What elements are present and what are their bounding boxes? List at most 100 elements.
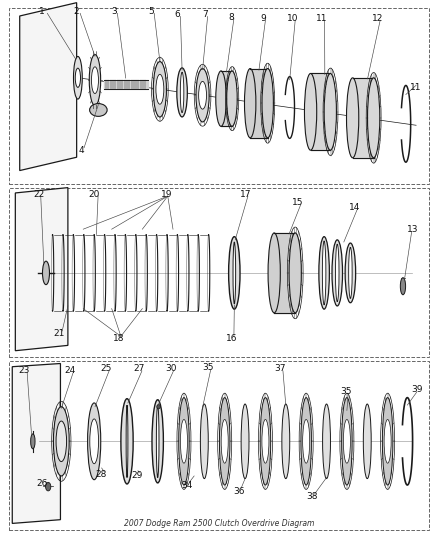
Text: 39: 39 xyxy=(412,385,423,393)
Ellipse shape xyxy=(304,74,317,150)
Ellipse shape xyxy=(153,61,166,117)
Ellipse shape xyxy=(199,82,207,109)
Text: 35: 35 xyxy=(202,364,214,372)
Ellipse shape xyxy=(319,237,329,309)
Ellipse shape xyxy=(227,71,237,126)
Ellipse shape xyxy=(89,54,101,106)
Ellipse shape xyxy=(156,405,159,478)
Ellipse shape xyxy=(90,103,107,116)
Ellipse shape xyxy=(121,399,133,484)
Ellipse shape xyxy=(177,68,187,117)
Ellipse shape xyxy=(364,404,371,479)
Text: 15: 15 xyxy=(292,198,304,207)
Ellipse shape xyxy=(42,261,49,285)
Ellipse shape xyxy=(400,278,406,295)
Ellipse shape xyxy=(180,419,187,463)
Ellipse shape xyxy=(88,403,101,480)
Ellipse shape xyxy=(349,247,352,298)
Ellipse shape xyxy=(200,404,208,479)
Ellipse shape xyxy=(324,74,336,150)
Text: 26: 26 xyxy=(36,479,47,488)
Bar xyxy=(9,8,429,184)
Ellipse shape xyxy=(53,407,69,476)
Text: 24: 24 xyxy=(64,366,76,375)
Ellipse shape xyxy=(46,482,51,491)
Ellipse shape xyxy=(268,233,280,313)
Ellipse shape xyxy=(303,419,310,463)
Text: 19: 19 xyxy=(161,190,172,198)
Text: 11: 11 xyxy=(410,84,422,92)
Ellipse shape xyxy=(262,69,273,138)
Text: 14: 14 xyxy=(349,204,360,212)
Text: 20: 20 xyxy=(88,190,100,198)
Text: 5: 5 xyxy=(148,7,154,16)
Ellipse shape xyxy=(156,74,164,104)
Ellipse shape xyxy=(382,398,393,485)
Text: 10: 10 xyxy=(287,14,298,23)
Polygon shape xyxy=(12,364,60,523)
Text: 6: 6 xyxy=(174,11,180,19)
Ellipse shape xyxy=(179,398,189,485)
Ellipse shape xyxy=(384,419,391,463)
Ellipse shape xyxy=(219,398,230,485)
Text: 28: 28 xyxy=(95,470,106,479)
Ellipse shape xyxy=(241,404,249,479)
Ellipse shape xyxy=(157,405,160,409)
Ellipse shape xyxy=(346,78,359,158)
Ellipse shape xyxy=(342,398,352,485)
Text: 2007 Dodge Ram 2500 Clutch Overdrive Diagram: 2007 Dodge Ram 2500 Clutch Overdrive Dia… xyxy=(124,519,314,528)
Text: 27: 27 xyxy=(134,365,145,373)
Ellipse shape xyxy=(260,398,271,485)
Text: 23: 23 xyxy=(18,366,30,375)
Text: 3: 3 xyxy=(111,7,117,16)
Ellipse shape xyxy=(322,241,326,305)
Text: 35: 35 xyxy=(340,387,352,396)
Text: 29: 29 xyxy=(131,471,142,480)
Ellipse shape xyxy=(74,56,82,99)
Text: 11: 11 xyxy=(316,14,328,23)
Text: 25: 25 xyxy=(101,365,112,373)
Ellipse shape xyxy=(282,404,290,479)
Text: 38: 38 xyxy=(306,492,318,501)
Ellipse shape xyxy=(345,243,356,303)
Text: 12: 12 xyxy=(372,14,383,23)
Text: 16: 16 xyxy=(226,334,238,343)
Bar xyxy=(9,361,429,530)
Text: 30: 30 xyxy=(165,365,177,373)
Ellipse shape xyxy=(343,419,350,463)
Ellipse shape xyxy=(336,244,339,302)
Text: 36: 36 xyxy=(233,487,244,496)
Ellipse shape xyxy=(367,78,380,158)
Text: 22: 22 xyxy=(33,190,44,198)
Ellipse shape xyxy=(221,419,228,463)
Ellipse shape xyxy=(152,400,163,483)
Text: 34: 34 xyxy=(181,481,193,489)
Ellipse shape xyxy=(75,68,81,87)
Text: 37: 37 xyxy=(275,365,286,373)
Ellipse shape xyxy=(233,242,236,304)
Text: 2: 2 xyxy=(74,7,79,16)
Ellipse shape xyxy=(262,419,269,463)
Text: 1: 1 xyxy=(39,7,45,16)
Ellipse shape xyxy=(289,233,301,313)
Ellipse shape xyxy=(31,434,35,449)
Ellipse shape xyxy=(126,405,128,478)
Ellipse shape xyxy=(244,69,256,138)
Ellipse shape xyxy=(90,419,99,464)
Text: 18: 18 xyxy=(113,334,125,343)
Ellipse shape xyxy=(301,398,311,485)
Bar xyxy=(9,188,429,357)
Polygon shape xyxy=(15,188,68,351)
Ellipse shape xyxy=(216,71,226,126)
Polygon shape xyxy=(20,3,77,171)
Ellipse shape xyxy=(322,404,330,479)
Ellipse shape xyxy=(229,237,240,309)
Text: 4: 4 xyxy=(78,146,84,155)
Text: 9: 9 xyxy=(260,14,266,23)
Ellipse shape xyxy=(180,72,184,112)
Ellipse shape xyxy=(332,240,343,306)
Ellipse shape xyxy=(92,67,99,93)
Text: 17: 17 xyxy=(240,190,251,198)
Ellipse shape xyxy=(196,69,209,122)
Text: 7: 7 xyxy=(202,11,208,19)
